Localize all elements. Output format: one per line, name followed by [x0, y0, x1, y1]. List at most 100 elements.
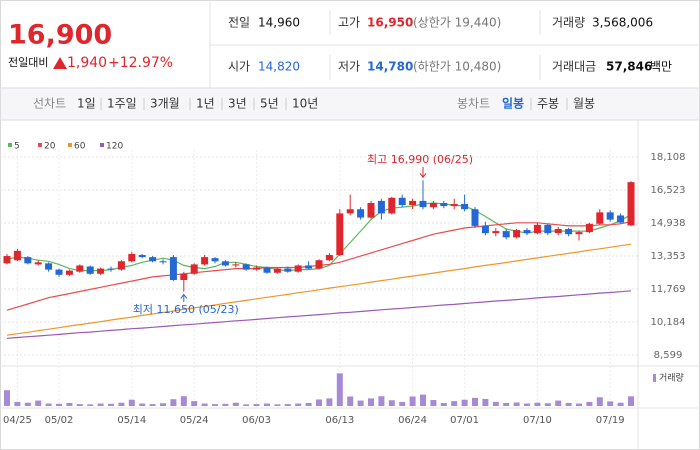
cell-label: 고가 — [338, 16, 360, 30]
candle-body — [606, 212, 614, 220]
period-button[interactable]: 3년 — [228, 97, 247, 111]
candle-body — [97, 268, 105, 274]
candle-body — [627, 182, 635, 226]
annotation-high: 최고 16,990 (06/25) — [367, 153, 473, 166]
x-tick-label: 06/24 — [398, 415, 427, 426]
x-tick-label: 06/03 — [242, 415, 271, 426]
volume-bar — [399, 401, 406, 406]
candle-body — [617, 215, 625, 223]
volume-bar — [76, 404, 83, 406]
period-button[interactable]: 1년 — [196, 97, 215, 111]
volume-bar — [264, 403, 270, 406]
candle-body — [419, 200, 427, 208]
candle-body — [55, 269, 63, 275]
volume-bar — [87, 404, 94, 406]
price: 16,900 — [8, 20, 112, 51]
volume-bar — [45, 403, 52, 406]
volume-bar — [565, 403, 572, 406]
candle-body — [211, 258, 219, 262]
period-button[interactable]: 3개월 — [150, 97, 180, 111]
candle-body — [34, 262, 42, 265]
volume-bar — [534, 402, 541, 406]
period-button[interactable]: 10년 — [292, 97, 318, 111]
change-label: 전일대비 — [8, 55, 48, 69]
x-tick-label: 05/24 — [180, 415, 209, 426]
volume-bar — [357, 400, 364, 406]
up-triangle — [53, 57, 67, 69]
cell-value: 14,780 — [367, 60, 413, 74]
period-button[interactable]: 1일 — [77, 97, 96, 111]
ma-line — [6, 290, 632, 339]
candle-body — [294, 265, 302, 272]
volume-bar — [513, 402, 520, 406]
candle-body — [565, 229, 573, 235]
legend-swatch — [8, 143, 12, 147]
volume-bar — [586, 401, 593, 406]
candle-body — [284, 268, 292, 272]
volume-bar — [108, 403, 114, 406]
candle-body — [117, 261, 125, 270]
volume-bar — [295, 403, 302, 406]
volume-bar — [378, 396, 385, 406]
volume-bar — [160, 403, 166, 406]
candle-body — [544, 224, 552, 234]
cell-value: 57,846 — [606, 60, 652, 74]
period-button[interactable]: 1주일 — [107, 97, 137, 111]
volume-bar — [388, 400, 395, 406]
candle-body — [429, 202, 437, 208]
volume-bar — [305, 403, 312, 406]
legend-swatch — [653, 374, 656, 382]
volume-bar — [368, 398, 374, 406]
volume-bar — [544, 403, 551, 406]
volume-bar — [596, 397, 603, 406]
volume-bar — [451, 401, 458, 406]
candle-body — [575, 232, 583, 235]
y-tick-label: 16,523 — [651, 185, 686, 196]
candle-body — [65, 270, 73, 275]
cell-note: (상한가 19,440) — [413, 16, 501, 30]
period-button[interactable]: 주봉 — [537, 97, 559, 111]
cell-label: 거래대금 — [552, 60, 596, 74]
y-tick-label: 13,353 — [651, 251, 686, 262]
volume-bar — [35, 400, 42, 406]
candle-body — [24, 257, 32, 264]
legend-swatch — [100, 143, 104, 147]
volume-bar — [326, 398, 333, 406]
legend-label: 20 — [44, 142, 56, 152]
volume-bar — [180, 396, 187, 406]
cell-label: 시가 — [228, 60, 250, 74]
x-tick-label: 07/10 — [523, 415, 552, 426]
cell-value: 14,820 — [258, 60, 300, 74]
candle-body — [3, 256, 11, 264]
rate: +12.97% — [108, 55, 173, 71]
volume-bar — [191, 401, 198, 406]
legend-label: 120 — [106, 142, 123, 152]
candle-body — [242, 264, 250, 270]
volume-bar — [628, 396, 634, 406]
chart: 18,108 16,523 14,938 13,353 11,769 10,184 8,59… — [0, 142, 686, 426]
volume-bar — [607, 401, 614, 406]
candle-body — [492, 231, 500, 234]
volume-bar — [555, 400, 562, 406]
period-button[interactable]: 5년 — [260, 97, 279, 111]
volume-bar — [14, 401, 21, 406]
volume-bar — [409, 396, 416, 406]
candle-body — [263, 267, 271, 273]
volume-bar — [24, 402, 31, 406]
volume-bar — [524, 403, 530, 406]
legend-label: 5 — [14, 142, 20, 152]
period-button[interactable]: 월봉 — [573, 97, 595, 111]
candle-body — [232, 264, 240, 266]
volume-bar — [66, 403, 73, 406]
candle-body — [45, 263, 53, 270]
candle-body — [388, 197, 396, 214]
candle-body — [305, 265, 313, 269]
candle-body — [471, 209, 479, 226]
x-tick-label: 07/01 — [450, 415, 479, 426]
candle-body — [554, 229, 562, 234]
period-button[interactable]: 일봉 — [502, 97, 524, 111]
volume-bar — [617, 402, 624, 406]
legend-swatch — [38, 143, 42, 147]
y-tick-label: 11,769 — [651, 284, 686, 295]
